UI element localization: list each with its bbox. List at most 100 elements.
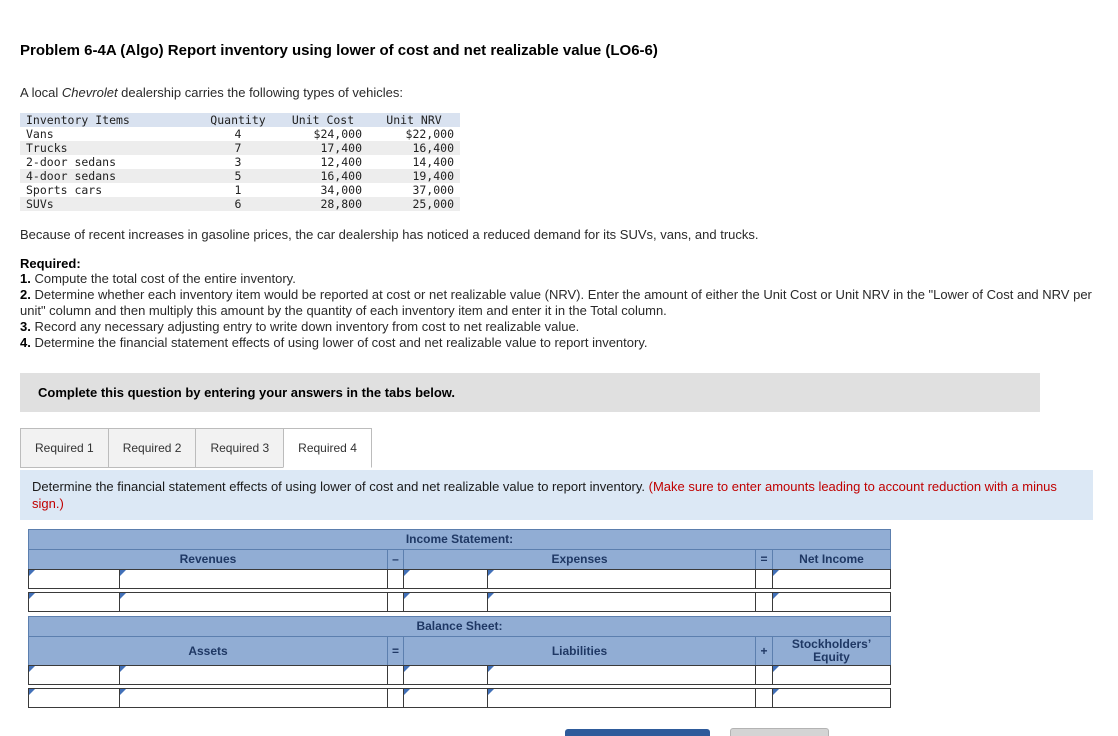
cell-item: 2-door sedans [26, 155, 117, 169]
asset-account-cell[interactable] [28, 688, 120, 708]
prev-nav-button-partial[interactable] [565, 729, 710, 736]
problem-title: Problem 6-4A (Algo) Report inventory usi… [20, 42, 658, 59]
stockholders-equity-header: Stockholders’ Equity [773, 636, 891, 666]
cell-unit-nrv: 25,000 [412, 197, 454, 211]
net-income-cell[interactable] [773, 569, 891, 589]
revenue-account-cell[interactable] [28, 592, 120, 612]
equals-operator: = [756, 549, 773, 570]
task-text: Determine the financial statement effect… [32, 479, 649, 494]
requirement-number: 3. [20, 319, 31, 334]
assets-header: Assets [28, 636, 388, 666]
cell-unit-nrv: 16,400 [412, 141, 454, 155]
tab-bar: Required 1 Required 2 Required 3 Require… [20, 428, 1098, 468]
revenues-header: Revenues [28, 549, 388, 570]
inventory-header-row: Inventory Items Quantity Unit Cost Unit … [20, 113, 460, 127]
balance-sheet-row-1 [28, 665, 891, 685]
liability-account-cell[interactable] [404, 665, 488, 685]
cell-quantity: 5 [234, 169, 242, 183]
expense-account-cell[interactable] [404, 592, 488, 612]
expenses-header: Expenses [404, 549, 756, 570]
net-income-header: Net Income [773, 549, 891, 570]
cell-quantity: 6 [234, 197, 242, 211]
col-header-unit-cost: Unit Cost [291, 113, 355, 127]
spacer-cell [388, 688, 404, 708]
intro-text: A local Chevrolet dealership carries the… [20, 85, 1098, 100]
cell-quantity: 4 [234, 127, 242, 141]
liabilities-header: Liabilities [404, 636, 756, 666]
asset-amount-cell[interactable] [120, 665, 388, 685]
equity-cell[interactable] [773, 665, 891, 685]
income-statement-row-1 [28, 569, 891, 589]
cell-quantity: 3 [234, 155, 242, 169]
table-row: 2-door sedans 3 12,400 14,400 [20, 155, 460, 169]
tab-required-3[interactable]: Required 3 [195, 428, 285, 468]
net-income-cell[interactable] [773, 592, 891, 612]
cell-unit-cost: 28,800 [320, 197, 362, 211]
cell-unit-cost: 34,000 [320, 183, 362, 197]
spacer-cell [756, 688, 773, 708]
cell-unit-nrv: 37,000 [412, 183, 454, 197]
revenue-amount-cell[interactable] [120, 569, 388, 589]
requirement-number: 2. [20, 287, 31, 302]
task-instruction: Determine the financial statement effect… [20, 470, 1093, 520]
requirement-text: Compute the total cost of the entire inv… [30, 271, 296, 286]
cell-unit-cost: $24,000 [313, 127, 362, 141]
cell-item: SUVs [26, 197, 54, 211]
plus-operator: + [756, 636, 773, 666]
requirement-text: Record any necessary adjusting entry to … [30, 319, 580, 334]
spacer-cell [388, 592, 404, 612]
col-header-quantity: Quantity [210, 113, 266, 127]
spacer-cell [756, 569, 773, 589]
cell-unit-nrv: 14,400 [412, 155, 454, 169]
col-header-unit-nrv: Unit NRV [386, 113, 442, 127]
liability-amount-cell[interactable] [488, 688, 756, 708]
cell-item: 4-door sedans [26, 169, 117, 183]
minus-operator: – [388, 549, 404, 570]
requirement-3: 3. Record any necessary adjusting entry … [20, 319, 1098, 335]
liability-account-cell[interactable] [404, 688, 488, 708]
complete-question-banner: Complete this question by entering your … [20, 373, 1040, 412]
cell-quantity: 1 [234, 183, 242, 197]
next-nav-button-partial[interactable] [730, 728, 829, 736]
table-row: Sports cars 1 34,000 37,000 [20, 183, 460, 197]
expense-amount-cell[interactable] [488, 569, 756, 589]
asset-account-cell[interactable] [28, 665, 120, 685]
balance-sheet-title-row: Balance Sheet: [28, 616, 891, 637]
intro-pre: A local [20, 85, 62, 100]
spacer-cell [388, 665, 404, 685]
tab-required-4[interactable]: Required 4 [283, 428, 372, 468]
income-statement-header: Income Statement: [28, 529, 891, 550]
col-header-inventory-items: Inventory Items [26, 113, 130, 127]
cell-item: Vans [26, 127, 54, 141]
cell-unit-nrv: 19,400 [412, 169, 454, 183]
expense-amount-cell[interactable] [488, 592, 756, 612]
income-statement-row-2 [28, 592, 891, 612]
cell-quantity: 7 [234, 141, 242, 155]
income-statement-title-row: Income Statement: [28, 529, 891, 550]
spacer-cell [756, 592, 773, 612]
table-row: 4-door sedans 5 16,400 19,400 [20, 169, 460, 183]
requirement-number: 4. [20, 335, 31, 350]
requirement-1: 1. Compute the total cost of the entire … [20, 271, 1098, 287]
table-row: Vans 4 $24,000 $22,000 [20, 127, 460, 141]
cell-unit-cost: 12,400 [320, 155, 362, 169]
revenue-account-cell[interactable] [28, 569, 120, 589]
task-warning: (Make sure to enter amounts leading to a… [32, 479, 1057, 511]
equity-cell[interactable] [773, 688, 891, 708]
tab-required-1[interactable]: Required 1 [20, 428, 109, 468]
cell-item: Sports cars [26, 183, 103, 197]
spacer-cell [756, 665, 773, 685]
requirement-text: Determine whether each inventory item wo… [20, 287, 1092, 318]
cell-item: Trucks [26, 141, 68, 155]
table-row: Trucks 7 17,400 16,400 [20, 141, 460, 155]
requirement-text: Determine the financial statement effect… [30, 335, 648, 350]
tab-required-2[interactable]: Required 2 [107, 428, 197, 468]
cell-unit-cost: 17,400 [320, 141, 362, 155]
expense-account-cell[interactable] [404, 569, 488, 589]
asset-amount-cell[interactable] [120, 688, 388, 708]
revenue-amount-cell[interactable] [120, 592, 388, 612]
intro-brand: Chevrolet [61, 85, 118, 100]
requirement-2: 2. Determine whether each inventory item… [20, 287, 1098, 319]
liability-amount-cell[interactable] [488, 665, 756, 685]
